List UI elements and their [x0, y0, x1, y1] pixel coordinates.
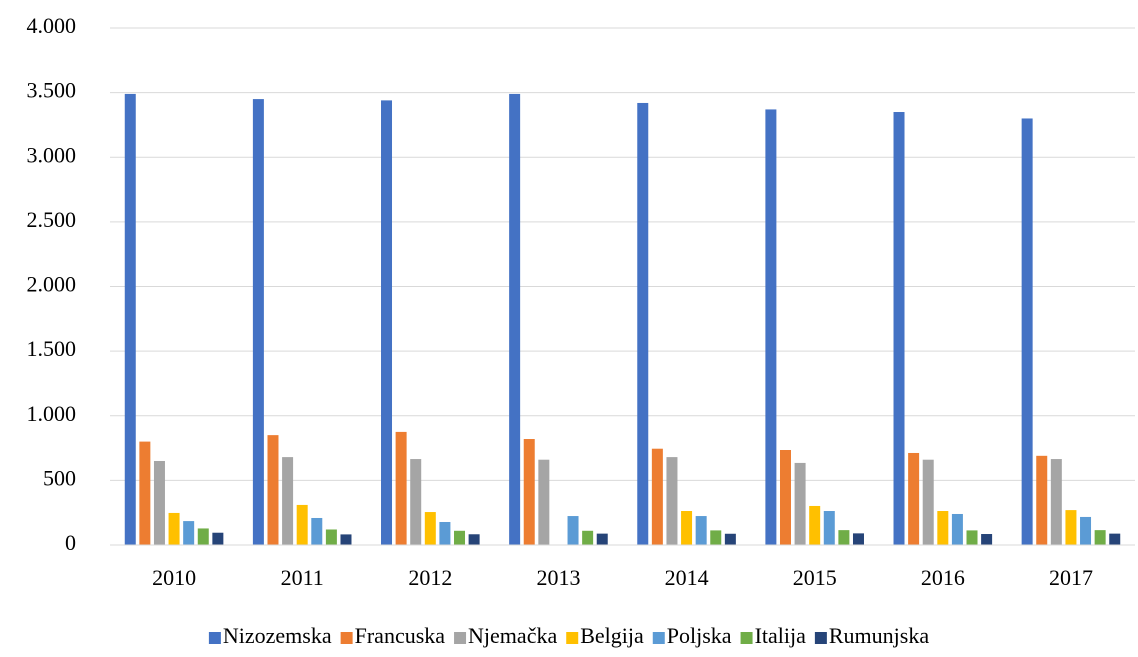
bar [509, 93, 521, 545]
bar [1094, 530, 1106, 545]
bar [523, 439, 535, 545]
legend-label: Nizozemska [223, 623, 332, 648]
bar [183, 521, 195, 545]
bar [325, 529, 337, 545]
bar [596, 533, 608, 545]
bar [681, 511, 693, 545]
bar [1036, 455, 1048, 545]
bar [139, 441, 151, 545]
x-tick-label: 2011 [281, 565, 324, 590]
y-tick-label: 0 [65, 530, 76, 555]
bar [651, 448, 663, 545]
bar [1080, 516, 1092, 545]
bar [809, 505, 821, 545]
bar [1050, 459, 1062, 545]
legend-marker [814, 632, 827, 644]
y-tick-label: 2.000 [27, 272, 77, 297]
bar [794, 462, 806, 545]
bar [468, 534, 480, 545]
bar [252, 99, 264, 546]
legend-marker [566, 632, 579, 644]
bar [311, 517, 323, 545]
bar [454, 530, 466, 545]
bar [538, 459, 550, 545]
bar [296, 504, 308, 545]
legend-label: Njemačka [468, 623, 557, 648]
bar [922, 459, 934, 545]
legend-label: Rumunjska [829, 623, 929, 648]
bar [966, 530, 978, 545]
bar [724, 533, 736, 545]
legend-marker [652, 632, 665, 644]
y-tick-label: 3.500 [27, 78, 77, 103]
bar [1109, 533, 1121, 545]
legend-marker [740, 632, 753, 644]
x-tick-label: 2013 [536, 565, 580, 590]
bar [197, 528, 209, 545]
bar [567, 516, 579, 545]
bar [893, 112, 905, 545]
legend-marker [454, 632, 467, 644]
legend-marker [340, 632, 353, 644]
x-tick-label: 2015 [793, 565, 837, 590]
x-tick-label: 2010 [152, 565, 196, 590]
bar [582, 530, 594, 545]
y-tick-label: 500 [43, 465, 76, 490]
bar [951, 513, 963, 545]
bar [765, 109, 777, 546]
bar [779, 450, 791, 545]
bar [124, 93, 136, 545]
legend-label: Poljska [667, 623, 732, 648]
bar [981, 534, 993, 545]
bar [666, 457, 678, 545]
x-tick-label: 2017 [1049, 565, 1093, 590]
bar [282, 457, 294, 545]
bar [695, 516, 707, 545]
x-tick-label: 2014 [665, 565, 709, 590]
bar [1021, 118, 1033, 545]
bar [168, 512, 180, 545]
bar [395, 431, 407, 545]
bar [908, 452, 920, 545]
bar [212, 532, 224, 545]
legend-label: Francuska [355, 623, 446, 648]
y-tick-label: 4.000 [27, 13, 77, 38]
bar [439, 521, 451, 545]
y-tick-label: 2.500 [27, 207, 77, 232]
bar [838, 530, 850, 545]
legend-label: Italija [755, 623, 807, 648]
bar [381, 100, 393, 545]
bar [340, 534, 352, 545]
legend-marker [208, 632, 221, 644]
legend-label: Belgija [580, 623, 644, 648]
legend: Nizozemska Francuska Njemačka Belgija Poljsk… [208, 623, 929, 648]
bar [424, 512, 436, 545]
bar [153, 460, 165, 545]
y-tick-label: 1.000 [27, 401, 77, 426]
bar [637, 102, 649, 545]
y-tick-label: 3.000 [27, 142, 77, 167]
y-tick-label: 1.500 [27, 336, 77, 361]
bar [937, 511, 949, 545]
bar [267, 435, 279, 545]
bar [710, 530, 722, 545]
bar [410, 459, 422, 545]
bar [823, 511, 835, 545]
x-tick-label: 2016 [921, 565, 965, 590]
bar [852, 533, 864, 545]
bar [1065, 510, 1077, 545]
x-tick-label: 2012 [408, 565, 452, 590]
